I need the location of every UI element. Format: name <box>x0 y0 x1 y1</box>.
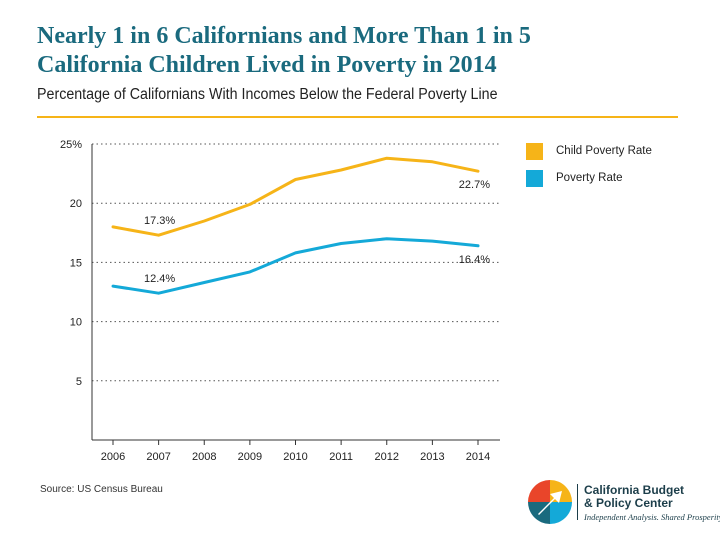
x-tick-label: 2009 <box>238 451 262 463</box>
logo-mark-icon <box>528 480 572 524</box>
y-tick-label: 25% <box>60 139 82 151</box>
chart-subtitle: Percentage of Californians With Incomes … <box>37 86 498 103</box>
legend-item-child-poverty: Child Poverty Rate <box>526 142 652 160</box>
logo-text: California Budget & Policy Center Indepe… <box>584 483 720 523</box>
y-tick-label: 5 <box>76 376 82 388</box>
data-label: 17.3% <box>144 215 175 227</box>
logo-divider <box>577 484 578 520</box>
series-line-poverty <box>111 237 480 295</box>
logo-name-line-1: California Budget <box>584 483 685 497</box>
legend: Child Poverty Rate Poverty Rate <box>526 142 652 196</box>
x-tick-label: 2012 <box>375 451 399 463</box>
x-tick-label: 2008 <box>192 451 216 463</box>
y-tick-label: 15 <box>70 257 82 269</box>
y-tick-label: 20 <box>70 198 82 210</box>
data-label: 22.7% <box>459 179 490 191</box>
title-rule <box>37 116 678 118</box>
x-tick-label: 2010 <box>283 451 307 463</box>
legend-label-child: Child Poverty Rate <box>556 145 652 157</box>
chart-title: Nearly 1 in 6 Californians and More Than… <box>37 22 697 80</box>
source-note: Source: US Census Bureau <box>40 484 163 495</box>
legend-label-poverty: Poverty Rate <box>556 172 623 184</box>
logo-tagline: Independent Analysis. Shared Prosperity. <box>584 512 720 522</box>
series-line-child-poverty <box>111 156 480 237</box>
legend-item-poverty: Poverty Rate <box>526 169 652 187</box>
org-logo: California Budget & Policy Center Indepe… <box>528 478 720 528</box>
data-label: 16.4% <box>459 254 490 266</box>
legend-swatch-child <box>526 142 543 160</box>
legend-swatch-poverty <box>526 169 543 187</box>
y-tick-label: 10 <box>70 317 82 329</box>
x-tick-label: 2006 <box>101 451 125 463</box>
x-tick-label: 2014 <box>466 451 490 463</box>
title-line-1: Nearly 1 in 6 Californians and More Than… <box>37 23 531 49</box>
title-line-2: California Children Lived in Poverty in … <box>37 52 497 78</box>
x-tick-label: 2007 <box>146 451 170 463</box>
data-label: 12.4% <box>144 273 175 285</box>
x-tick-label: 2013 <box>420 451 444 463</box>
x-tick-label: 2011 <box>329 451 353 463</box>
logo-name-line-2: & Policy Center <box>584 496 673 510</box>
